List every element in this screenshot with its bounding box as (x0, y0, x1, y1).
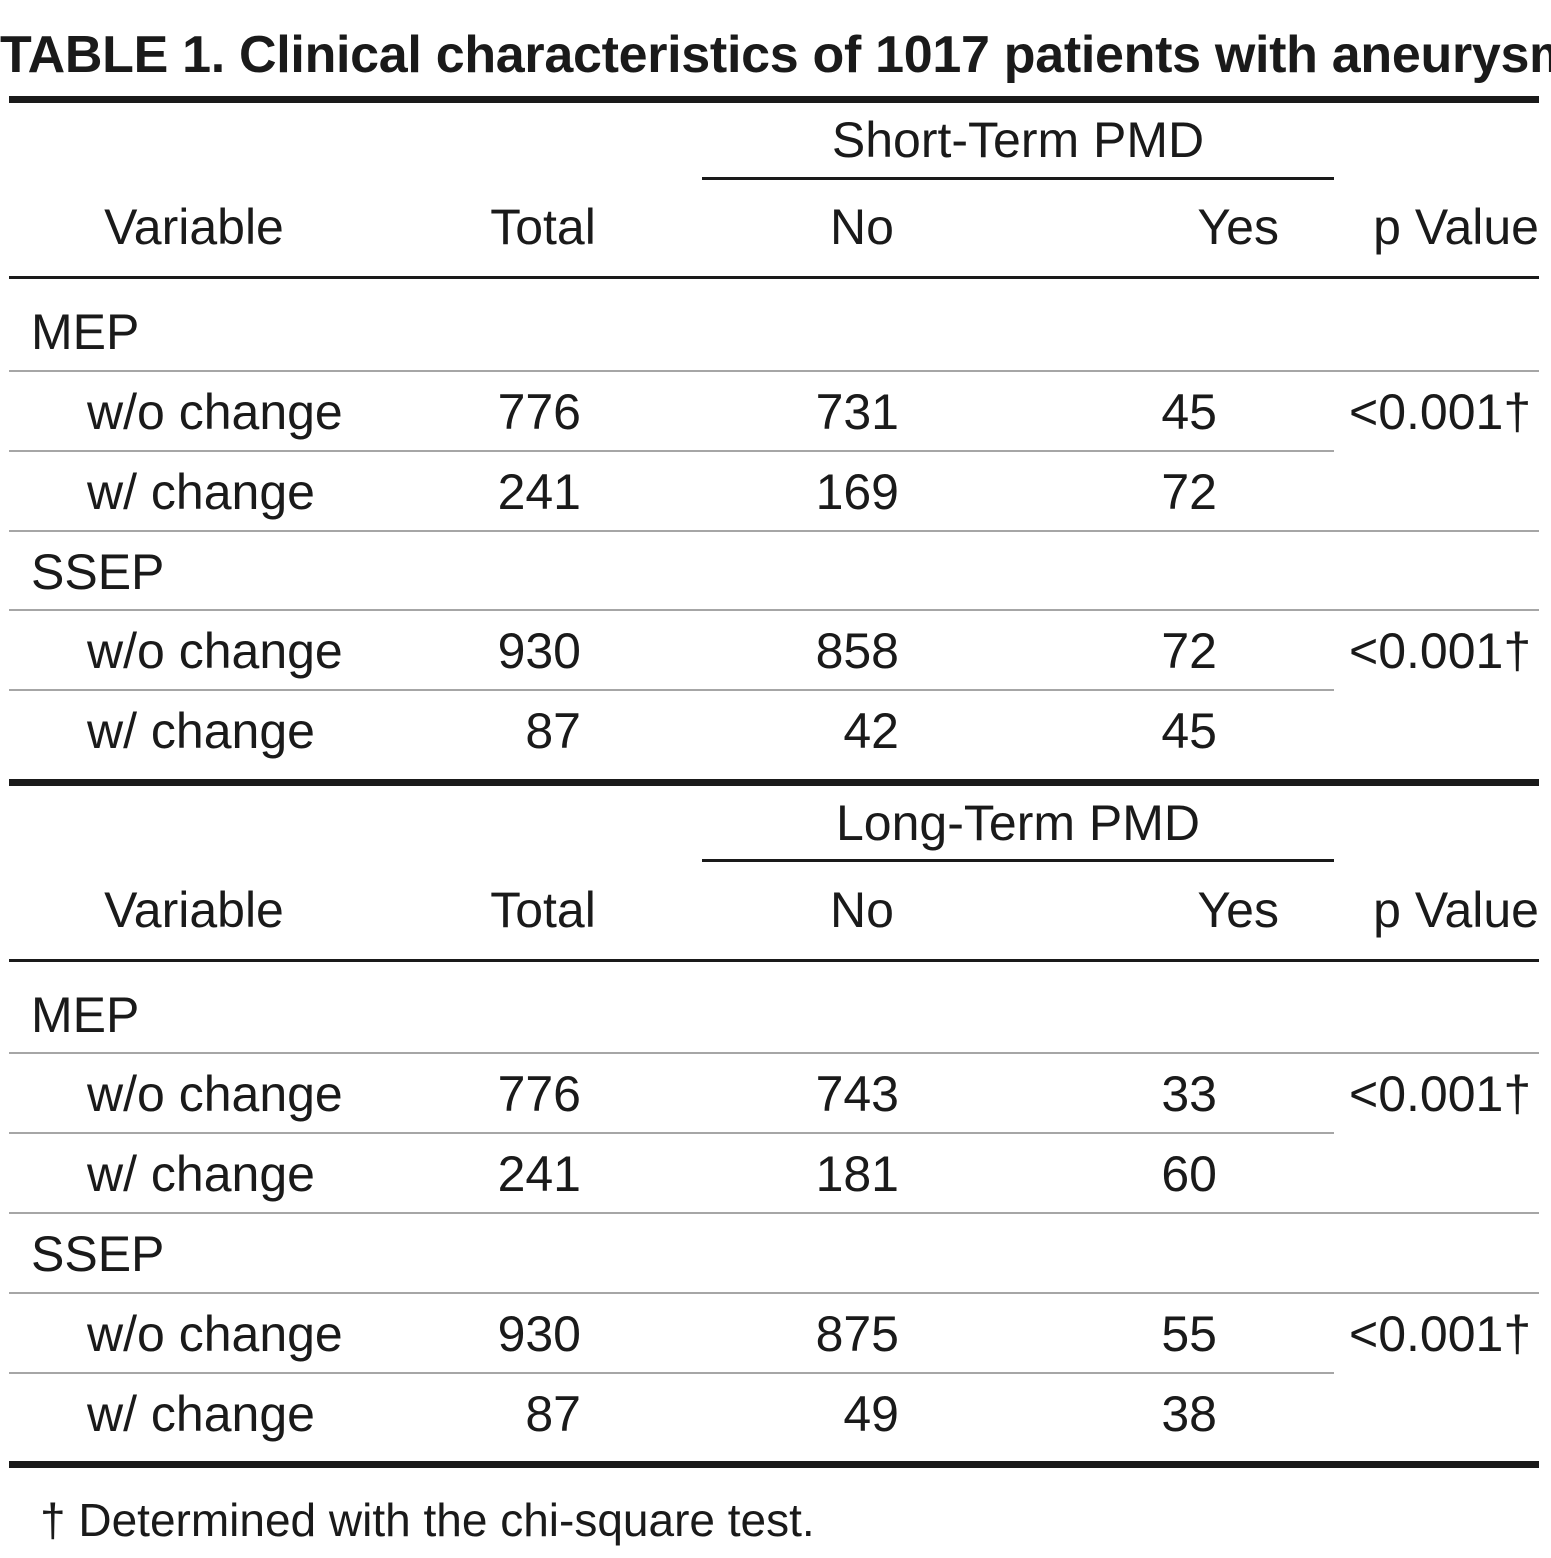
cell-no: 731 (815, 384, 899, 440)
header-yes: Yes (1197, 882, 1279, 938)
cell-no: 743 (815, 1066, 899, 1122)
cell-total: 87 (525, 1386, 581, 1442)
cell-p-value: <0.001† (1349, 623, 1532, 679)
row-divider (9, 450, 1334, 452)
header-p-value: p Value (1373, 199, 1539, 255)
row-label: w/ change (87, 703, 315, 759)
row-label: w/o change (87, 384, 343, 440)
row-label: w/ change (87, 1146, 315, 1202)
header-total: Total (490, 199, 596, 255)
group-label-mep: MEP (31, 987, 140, 1043)
header-no: No (830, 199, 894, 255)
header-rule (9, 276, 1539, 279)
row-divider (9, 1132, 1334, 1134)
spanner-header-short-term: Short-Term PMD (831, 112, 1205, 168)
cell-total: 776 (497, 384, 581, 440)
row-label: w/ change (87, 1386, 315, 1442)
header-yes: Yes (1197, 199, 1279, 255)
spanner-rule (702, 859, 1334, 862)
spanner-rule (702, 177, 1334, 180)
cell-p-value: <0.001† (1349, 1066, 1532, 1122)
header-no: No (830, 882, 894, 938)
row-divider (9, 530, 1539, 532)
cell-yes: 45 (1161, 384, 1217, 440)
row-label: w/o change (87, 623, 343, 679)
cell-total: 241 (497, 1146, 581, 1202)
cell-no: 858 (815, 623, 899, 679)
header-total: Total (490, 882, 596, 938)
row-divider (9, 370, 1539, 372)
group-label-mep: MEP (31, 304, 140, 360)
cell-yes: 33 (1161, 1066, 1217, 1122)
row-divider (9, 1372, 1334, 1374)
row-divider (9, 1212, 1539, 1214)
header-rule (9, 959, 1539, 962)
cell-no: 169 (815, 464, 899, 520)
bottom-rule (9, 1461, 1539, 1468)
cell-total: 87 (525, 703, 581, 759)
spanner-header-long-term: Long-Term PMD (836, 795, 1200, 851)
row-divider (9, 1292, 1539, 1294)
cell-yes: 72 (1161, 623, 1217, 679)
cell-yes: 45 (1161, 703, 1217, 759)
group-label-ssep: SSEP (31, 1226, 165, 1282)
cell-yes: 38 (1161, 1386, 1217, 1442)
cell-yes: 60 (1161, 1146, 1217, 1202)
cell-p-value: <0.001† (1349, 1306, 1532, 1362)
row-label: w/o change (87, 1306, 343, 1362)
cell-total: 241 (497, 464, 581, 520)
table-footnote: † Determined with the chi-square test. (40, 1494, 815, 1546)
header-variable: Variable (104, 199, 284, 255)
cell-total: 930 (497, 1306, 581, 1362)
section-divider-rule (9, 779, 1539, 786)
cell-no: 42 (843, 703, 899, 759)
top-rule (9, 96, 1539, 103)
row-label: w/o change (87, 1066, 343, 1122)
cell-no: 181 (815, 1146, 899, 1202)
cell-yes: 55 (1161, 1306, 1217, 1362)
row-divider (9, 609, 1539, 611)
row-divider (9, 689, 1334, 691)
row-divider (9, 1052, 1539, 1054)
header-variable: Variable (104, 882, 284, 938)
cell-p-value: <0.001† (1349, 384, 1532, 440)
cell-total: 930 (497, 623, 581, 679)
header-p-value: p Value (1373, 882, 1539, 938)
cell-no: 875 (815, 1306, 899, 1362)
group-label-ssep: SSEP (31, 544, 165, 600)
table-title: TABLE 1. Clinical characteristics of 101… (0, 26, 1551, 84)
row-label: w/ change (87, 464, 315, 520)
cell-yes: 72 (1161, 464, 1217, 520)
cell-total: 776 (497, 1066, 581, 1122)
cell-no: 49 (843, 1386, 899, 1442)
